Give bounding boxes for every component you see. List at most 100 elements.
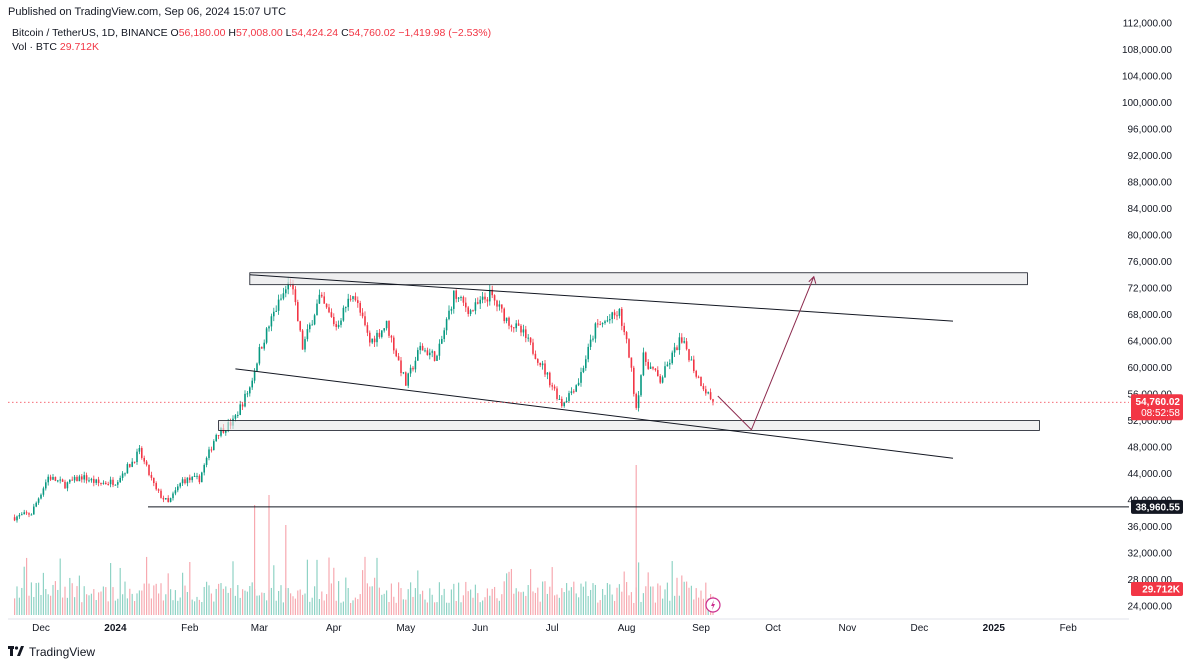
volume-bar <box>314 586 316 615</box>
candle-body <box>105 482 107 485</box>
candle-body <box>102 482 105 484</box>
candle-body <box>642 352 645 376</box>
candle-body <box>64 481 66 489</box>
candle-body <box>544 363 546 375</box>
symbol-name[interactable]: Bitcoin / TetherUS, 1D, BINANCE <box>12 27 168 39</box>
volume-bar <box>285 525 287 615</box>
time-tick-label: Feb <box>1060 623 1078 634</box>
volume-bar <box>352 600 354 615</box>
volume-bar <box>88 595 90 615</box>
volume-bar <box>426 602 428 615</box>
volume-bar <box>54 581 56 615</box>
candle-body <box>261 347 263 349</box>
volume-bar <box>66 597 68 615</box>
volume-bar <box>177 600 179 615</box>
volume-bar <box>527 585 529 615</box>
candle-body <box>573 391 575 393</box>
candle-body <box>397 356 400 361</box>
volume-bar <box>227 592 229 615</box>
candle-body <box>42 488 45 495</box>
candle-body <box>181 479 184 484</box>
candle-body <box>496 300 498 307</box>
volume-bar <box>249 586 251 615</box>
candle-body <box>429 352 431 356</box>
candle-body <box>678 337 681 350</box>
volume-label[interactable]: Vol · BTC <box>12 41 57 53</box>
resistance-zone <box>249 272 1028 286</box>
candle-body <box>669 363 671 365</box>
candle-body <box>153 477 155 484</box>
volume-bar <box>537 587 539 615</box>
candle-body <box>390 335 393 338</box>
volume-bar <box>347 587 349 615</box>
candle-body <box>325 303 328 308</box>
candle-body <box>90 478 93 481</box>
candle-body <box>66 482 69 489</box>
candle-body <box>517 323 520 326</box>
time-tick-label: May <box>396 623 415 634</box>
candle-body <box>352 296 354 299</box>
candle-body <box>407 373 409 386</box>
volume-bar <box>251 582 253 615</box>
volume-bar <box>544 581 546 615</box>
volume-bars <box>14 465 714 615</box>
lightning-icon-bolt <box>711 600 715 610</box>
volume-bar <box>369 586 371 615</box>
candle-body <box>445 319 448 331</box>
low-value: 54,424.24 <box>291 27 339 39</box>
volume-bar <box>698 597 700 615</box>
candle-body <box>520 325 522 333</box>
volume-bar <box>26 557 28 615</box>
candle-body <box>201 472 203 483</box>
candle-body <box>366 325 369 333</box>
volume-bar <box>705 582 707 615</box>
time-tick-label: Mar <box>251 623 269 634</box>
time-tick-label: Feb <box>181 623 199 634</box>
candle-body <box>323 296 325 304</box>
volume-bar <box>275 600 277 615</box>
volume-bar <box>287 588 289 615</box>
volume-bar <box>604 594 606 615</box>
candle-body <box>589 339 592 347</box>
volume-bar <box>134 600 136 615</box>
open-value: 56,180.00 <box>178 27 226 39</box>
candle-body <box>565 400 568 403</box>
volume-bar <box>657 583 659 615</box>
candle-body <box>309 324 311 330</box>
volume-bar <box>342 601 344 615</box>
candle-body <box>373 338 376 343</box>
candle-body <box>280 298 282 300</box>
candle-body <box>625 332 628 340</box>
candle-body <box>133 461 136 463</box>
candle-body <box>378 332 381 337</box>
candle-body <box>321 294 323 297</box>
price-tick-label: 60,000.00 <box>1128 363 1173 374</box>
volume-bar <box>83 586 85 615</box>
volume-bar <box>309 601 311 615</box>
volume-bar <box>364 556 366 615</box>
candle-body <box>534 353 537 360</box>
candle-body <box>712 399 714 402</box>
volume-bar <box>242 589 244 615</box>
volume-value: 29.712K <box>59 41 99 53</box>
time-axis[interactable]: Dec 2024 Feb Mar Apr May Jun Jul Aug Sep Oct Nov Dec… <box>8 618 1129 634</box>
candle-body <box>294 289 297 303</box>
volume-bar <box>479 602 481 615</box>
volume-bar <box>297 590 299 615</box>
low-label: L <box>285 27 292 39</box>
volume-bar <box>359 594 361 615</box>
candle-body <box>155 483 157 490</box>
volume-bar <box>100 591 102 615</box>
volume-bar <box>484 597 486 615</box>
volume-bar <box>74 597 76 615</box>
price-axis[interactable]: 112,000.00 108,000.00 104,000.00 100,000.00… <box>1122 19 1172 613</box>
candle-body <box>462 296 465 303</box>
candle-body <box>628 339 630 358</box>
candle-body <box>527 337 529 339</box>
volume-bar <box>93 589 95 615</box>
candle-body <box>455 290 457 299</box>
annotations[interactable] <box>8 272 1129 508</box>
candle-body <box>681 337 683 343</box>
volume-bar <box>321 591 323 615</box>
